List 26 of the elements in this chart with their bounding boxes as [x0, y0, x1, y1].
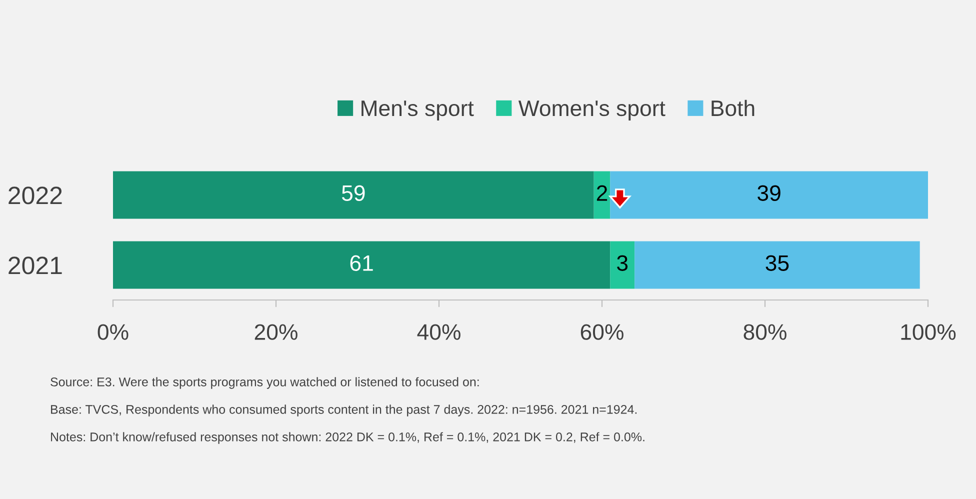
y-tick-label: 2021	[8, 256, 62, 274]
bar	[113, 171, 594, 219]
bar	[113, 241, 610, 289]
bar	[594, 171, 610, 219]
legend-label: Both	[712, 100, 754, 116]
text: Notes: Don’t know/refused responses not shown: 2022 DK = 0.1%, Ref = 0.1%, 2021 DK = 0.2, Ref = 0.0%.	[51, 432, 644, 444]
x-tick-label: 80%	[744, 324, 786, 340]
x-tick-label: 60%	[580, 324, 624, 340]
bar	[610, 241, 635, 289]
data-label: 3	[617, 255, 628, 271]
legend-label: Women's sport	[518, 100, 666, 121]
legend-label: Men's sport	[362, 100, 474, 121]
bar	[610, 171, 928, 219]
data-label: 59	[342, 185, 365, 201]
x-tick-label: 100%	[901, 324, 956, 340]
data-label: 39	[758, 185, 780, 201]
source-note: Source: E3. Were the sports programs you watched or listened to focused on:	[50, 377, 479, 389]
data-label: 2	[596, 185, 608, 201]
x-tick-label: 0%	[98, 324, 128, 340]
data-label: 61	[350, 255, 373, 271]
x-tick-label: 40%	[417, 324, 460, 340]
text: Base: TVCS, Respondents who consumed sports content in the past 7 days. 2022: n=1956. 2021 n=1924.	[51, 404, 637, 416]
y-tick-label: 2022	[8, 186, 62, 204]
x-tick-label: 20%	[254, 324, 298, 340]
bar	[634, 241, 920, 289]
data-label: 35	[766, 255, 789, 271]
